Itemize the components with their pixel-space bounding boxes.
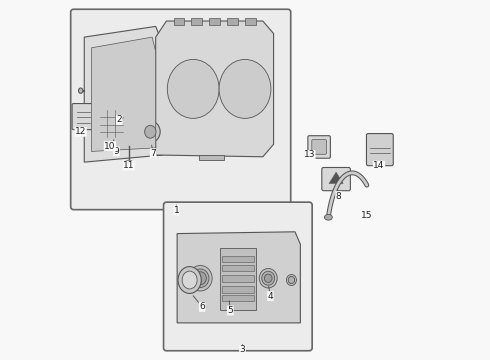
Ellipse shape	[182, 271, 197, 289]
FancyBboxPatch shape	[97, 107, 127, 140]
Ellipse shape	[171, 64, 215, 114]
Text: 1: 1	[173, 206, 179, 215]
FancyBboxPatch shape	[71, 9, 291, 210]
Ellipse shape	[195, 272, 206, 285]
Ellipse shape	[189, 265, 212, 291]
Text: 4: 4	[268, 292, 273, 301]
Text: 6: 6	[199, 302, 205, 311]
FancyBboxPatch shape	[164, 202, 312, 351]
Bar	[173, 18, 184, 24]
Ellipse shape	[262, 271, 275, 285]
Bar	[209, 18, 220, 24]
Polygon shape	[177, 232, 300, 323]
Ellipse shape	[288, 276, 294, 284]
Bar	[222, 256, 254, 262]
Text: 2: 2	[117, 116, 122, 125]
Ellipse shape	[219, 59, 271, 118]
Ellipse shape	[167, 59, 219, 118]
FancyBboxPatch shape	[367, 134, 393, 166]
Bar	[198, 155, 223, 160]
FancyBboxPatch shape	[322, 167, 350, 191]
Text: 7: 7	[150, 149, 156, 158]
Polygon shape	[92, 37, 156, 152]
Polygon shape	[329, 172, 343, 184]
Polygon shape	[156, 21, 273, 157]
Bar	[192, 18, 202, 24]
Bar	[227, 18, 238, 24]
Bar	[222, 265, 254, 271]
Ellipse shape	[78, 88, 83, 93]
Ellipse shape	[192, 269, 209, 288]
Bar	[245, 18, 256, 24]
Ellipse shape	[227, 68, 263, 109]
Ellipse shape	[324, 215, 332, 220]
Text: 12: 12	[75, 127, 86, 136]
Ellipse shape	[125, 160, 133, 166]
Text: 10: 10	[104, 141, 116, 150]
Text: 9: 9	[114, 147, 119, 156]
Ellipse shape	[223, 64, 267, 114]
Text: 5: 5	[227, 306, 233, 315]
Text: 3: 3	[240, 345, 245, 354]
Ellipse shape	[265, 274, 272, 282]
Text: 13: 13	[303, 150, 315, 159]
Ellipse shape	[145, 125, 156, 138]
Ellipse shape	[141, 121, 160, 143]
Polygon shape	[84, 26, 163, 162]
Text: 14: 14	[373, 161, 385, 170]
Text: 8: 8	[336, 192, 342, 201]
Ellipse shape	[287, 275, 296, 285]
Ellipse shape	[178, 267, 201, 293]
Text: 11: 11	[123, 161, 135, 170]
Bar	[222, 286, 254, 293]
Ellipse shape	[259, 269, 277, 288]
Text: 15: 15	[361, 211, 372, 220]
Ellipse shape	[175, 68, 211, 109]
Bar	[222, 295, 254, 301]
Bar	[220, 248, 256, 310]
FancyBboxPatch shape	[121, 121, 141, 148]
FancyBboxPatch shape	[72, 104, 95, 130]
Bar	[222, 275, 254, 282]
FancyBboxPatch shape	[312, 140, 326, 154]
FancyBboxPatch shape	[308, 136, 330, 158]
